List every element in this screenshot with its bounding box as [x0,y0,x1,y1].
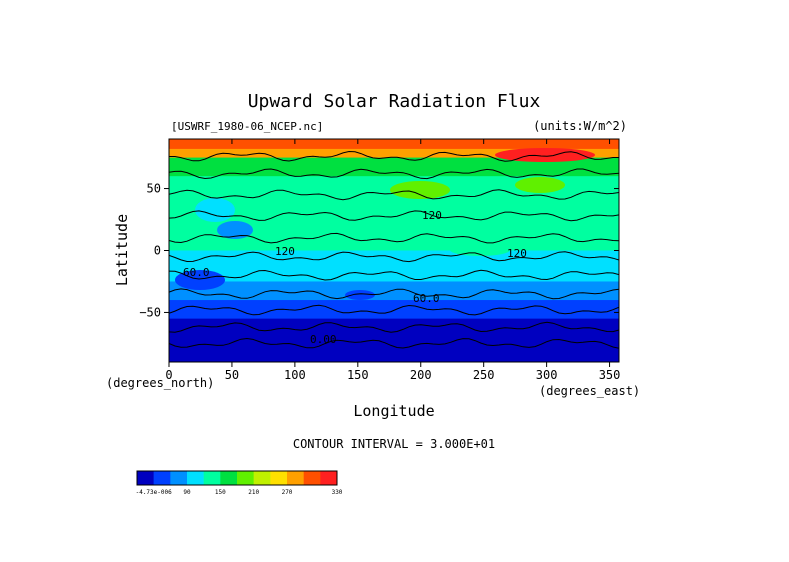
contour-label: 60.0 [183,266,210,279]
x-tick-label: 100 [284,368,306,382]
contour-line [169,150,619,162]
contour-line [169,168,619,180]
y-axis-label: Latitude [113,214,131,286]
lat-band [169,318,619,338]
file-label: [USWRF_1980-06_NCEP.nc] [171,120,323,133]
colorbar-tick-label: 210 [248,489,259,496]
x-axis-label: Longitude [353,402,434,420]
contour-line [169,337,619,349]
field-patch [495,148,595,162]
x-units-label: (degrees_east) [539,384,640,398]
field-patch [515,177,565,193]
colorbar-tick-label: 330 [332,489,343,496]
colorbar-swatch [170,471,188,485]
contour-line [169,304,619,316]
colorbar-swatch [220,471,238,485]
y-units-label: (degrees_north) [106,376,214,390]
y-tick-label: 50 [147,182,161,196]
contour-line [169,251,619,263]
lat-band [169,300,619,320]
contour-label: 0.00 [310,333,337,346]
colorbar-tick-label: 150 [215,489,226,496]
colorbar-swatch [253,471,271,485]
lat-band [169,139,619,150]
contour-label: 120 [422,209,442,222]
colorbar-swatch [187,471,204,485]
field-patch [390,181,450,199]
x-tick-label: 200 [410,368,432,382]
contour-label: 60.0 [413,292,440,305]
contour-line [169,288,619,300]
contour-label: 120 [275,245,295,258]
lat-band [169,194,619,214]
x-tick-label: 0 [165,368,172,382]
x-tick-label: 350 [599,368,621,382]
contour-line [169,269,619,281]
field-patch [217,221,253,239]
colorbar-swatch [237,471,254,485]
field-patch [175,270,225,290]
lat-band [169,148,619,159]
lat-band [169,337,619,362]
x-tick-label: 250 [473,368,495,382]
contour-interval-label: CONTOUR INTERVAL = 3.000E+01 [293,437,495,451]
x-tick-label: 150 [347,368,369,382]
field-patch [195,198,235,222]
contour-line [169,321,619,333]
colorbar-swatch [270,471,288,485]
contour-line [169,210,619,222]
colorbar-swatch [153,471,171,485]
lat-band [169,281,619,301]
colorbar-swatch [303,471,321,485]
contour-label: 120 [507,247,527,260]
heatmap-field [169,139,619,362]
colorbar-swatch [320,471,338,485]
colorbar: -4.73e-006 90 150 210 270 330 [136,470,343,496]
contour-line [169,232,619,244]
colorbar-swatch [203,471,221,485]
field-patch [345,290,375,300]
units-label: (units:W/m^2) [533,119,627,133]
colorbar-swatch [287,471,304,485]
contour-line [169,189,619,201]
colorbar-frame [136,470,338,486]
lat-band [169,250,619,264]
field-patch [450,244,510,256]
colorbar-tick-label: 270 [282,489,293,496]
chart-title: Upward Solar Radiation Flux [248,91,541,112]
colorbar-tick-label: 90 [183,489,191,496]
y-tick-label: 0 [154,244,161,258]
colorbar-tick-label: -4.73e-006 [136,489,173,496]
field-patch [260,215,340,235]
x-tick-label: 50 [225,368,239,382]
colorbar-swatch [137,471,154,485]
x-tick-label: 300 [536,368,558,382]
y-tick-label: −50 [139,305,161,319]
